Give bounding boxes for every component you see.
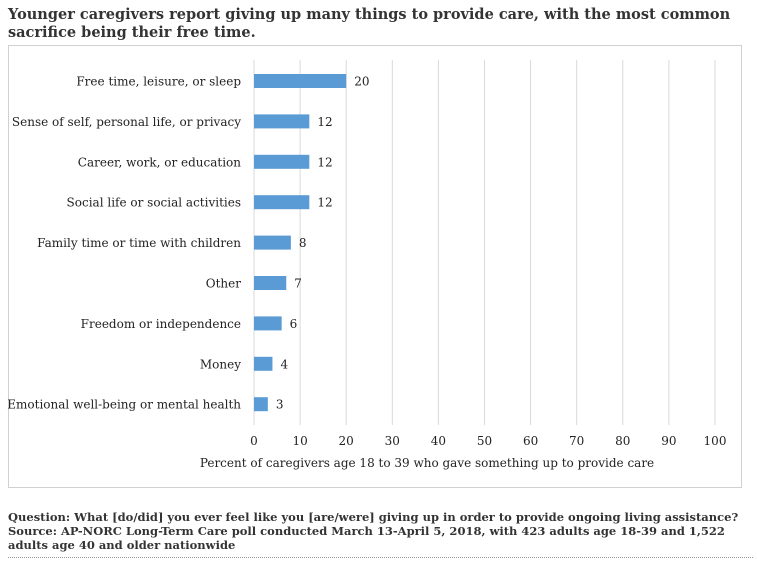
bar (254, 316, 282, 331)
bars (254, 74, 347, 412)
category-label: Freedom or independence (81, 317, 241, 331)
x-tick-label: 40 (431, 434, 446, 448)
bar (254, 114, 310, 129)
value-labels: 20 12 12 12 8 7 6 4 3 (276, 75, 370, 412)
bar (254, 235, 291, 250)
x-tick-label: 80 (615, 434, 630, 448)
value-label: 6 (290, 317, 298, 331)
value-label: 4 (280, 357, 288, 371)
chart-title: Younger caregivers report giving up many… (8, 6, 731, 41)
bar (254, 356, 273, 371)
source-note: Source: AP-NORC Long-Term Care poll cond… (8, 524, 725, 552)
bar (254, 397, 268, 412)
x-tick-label: 60 (523, 434, 538, 448)
category-label: Money (200, 357, 241, 371)
category-label: Family time or time with children (37, 236, 241, 250)
question-note: Question: What [do/did] you ever feel li… (8, 510, 739, 524)
bar (254, 276, 287, 290)
value-label: 12 (317, 196, 332, 210)
x-tick-label: 30 (385, 434, 400, 448)
footnotes: Question: What [do/did] you ever feel li… (8, 510, 753, 552)
x-tick-labels: 0 10 20 30 40 50 60 70 80 90 100 (250, 434, 726, 448)
category-labels: Free time, leisure, or sleep Sense of sel… (7, 75, 241, 412)
x-axis-label: Percent of caregivers age 18 to 39 who g… (200, 456, 654, 470)
value-label: 3 (276, 398, 284, 412)
x-tick-label: 0 (250, 434, 258, 448)
x-tick-label: 100 (704, 434, 727, 448)
footnote-divider (8, 557, 753, 558)
chart-frame (8, 45, 742, 488)
bar (254, 154, 310, 169)
category-label: Social life or social activities (67, 196, 241, 210)
x-tick-label: 70 (569, 434, 584, 448)
x-tick-label: 20 (339, 434, 354, 448)
value-label: 12 (317, 155, 332, 169)
bar (254, 74, 347, 88)
value-label: 12 (317, 115, 332, 129)
value-label: 7 (294, 277, 302, 291)
value-label: 20 (354, 75, 369, 89)
category-label: Emotional well-being or mental health (7, 398, 241, 412)
x-tick-label: 90 (661, 434, 676, 448)
x-tick-label: 50 (477, 434, 492, 448)
category-label: Career, work, or education (78, 155, 242, 169)
category-label: Other (206, 277, 241, 291)
value-label: 8 (299, 236, 307, 250)
x-tick-label: 10 (292, 434, 307, 448)
bar (254, 195, 310, 210)
category-label: Sense of self, personal life, or privacy (12, 115, 241, 129)
category-label: Free time, leisure, or sleep (76, 75, 241, 89)
